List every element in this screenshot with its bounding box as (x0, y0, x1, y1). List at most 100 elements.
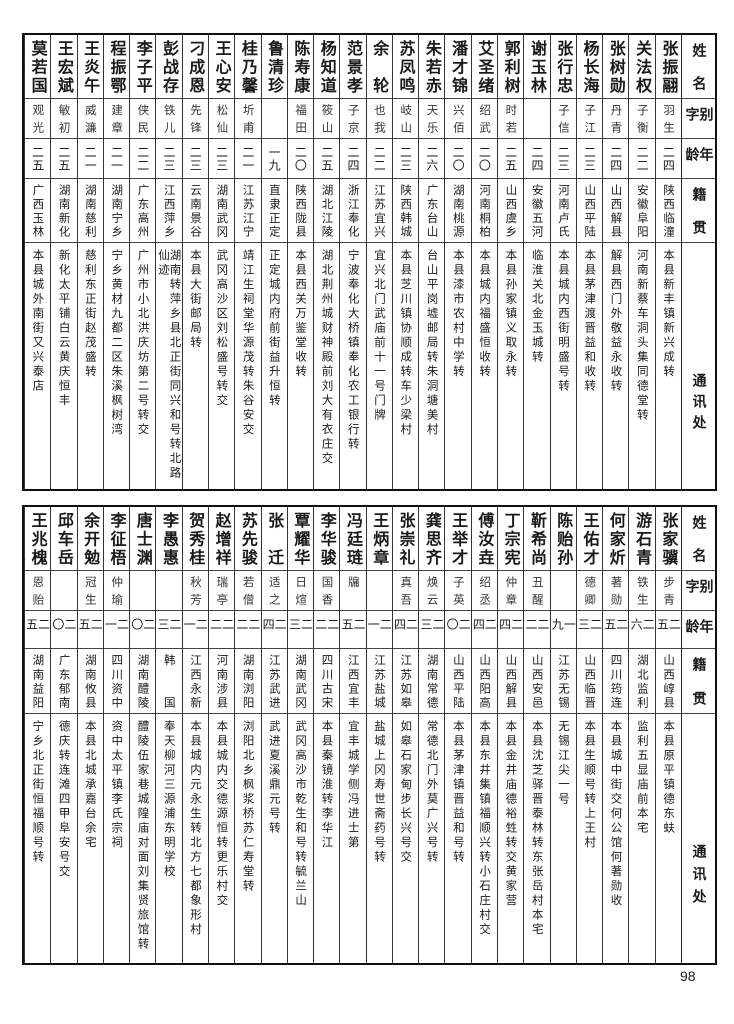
person-age: 二四 (392, 618, 419, 630)
person-age: 二三 (188, 146, 203, 171)
person-name: 苏凤鸣 (396, 40, 416, 93)
courtesy-cell: 日煊 (287, 571, 314, 611)
address-cell: 慈利东正街赵茂盛转 (78, 243, 103, 489)
origin-cell: 湖南攸县 (77, 649, 103, 714)
person-courtesy: 冠生 (83, 576, 98, 605)
header-cell: 籍贯 (682, 649, 715, 714)
person-courtesy: 牖 (346, 576, 361, 588)
person-courtesy: 国香 (320, 576, 335, 605)
name-cell: 王宏斌 (51, 35, 77, 99)
age-cell: 二四 (498, 611, 524, 649)
header-cell: 姓名 (682, 507, 715, 571)
age-cell: 二五 (498, 139, 524, 179)
person-name: 冯廷琏 (343, 512, 363, 565)
person-age: 二四 (471, 618, 498, 630)
person-origin: 湖南攸县 (83, 654, 98, 708)
person-record: 游石青 铁生 二六 湖北监利 监利五显庙前本宅 (628, 507, 655, 963)
person-name: 王心安 (212, 40, 232, 93)
person-address: 宁乡北正街恒福顺号转 (31, 720, 46, 865)
person-age: 二五 (319, 146, 334, 171)
person-age: 二五 (655, 618, 681, 630)
address-cell: 本县秦镜淮转李华江 (314, 714, 339, 963)
header-age: 年龄 (683, 147, 714, 161)
person-origin: 广东高州 (136, 184, 151, 237)
courtesy-cell: 著勋 (603, 571, 629, 611)
origin-cell: 浙江奉化 (340, 179, 366, 243)
origin-cell: 韩国 (156, 649, 182, 714)
person-address: 武进夏溪鼎元号转 (267, 720, 282, 836)
courtesy-cell: 敏初 (51, 99, 77, 139)
person-origin: 湖南武冈 (294, 654, 309, 708)
person-age: 二三 (576, 618, 603, 630)
name-cell: 冯廷琏 (340, 507, 366, 571)
person-age: 二三 (419, 618, 445, 630)
name-cell: 刁成恩 (182, 35, 208, 99)
person-origin: 山西虞乡 (504, 184, 519, 237)
origin-cell: 湖南慈利 (77, 179, 103, 243)
person-address: 湖南转萍乡县北正街同兴和号转北路仙迹 (157, 249, 182, 481)
origin-cell: 山西虞乡 (498, 179, 524, 243)
person-courtesy: 福田 (294, 104, 309, 133)
person-address: 临淮关北金玉城转 (530, 249, 545, 365)
person-courtesy: 铁儿 (162, 104, 177, 133)
person-courtesy: 兴佰 (451, 104, 466, 133)
person-address: 本县西关万鉴堂收转 (294, 249, 309, 380)
address-cell: 监利五显庙前本宅 (629, 714, 654, 963)
name-cell: 潘才锦 (445, 35, 471, 99)
person-record: 丁宗宪 仲章 二四 山西解县 本县金井庙德裕甡转交黄家营 (497, 507, 524, 963)
address-cell: 武进夏溪鼎元号转 (262, 714, 287, 963)
address-cell: 宁波奉化大桥镇奉化农工银行转 (340, 243, 365, 489)
age-cell: 二四 (392, 611, 419, 649)
courtesy-cell (156, 571, 182, 611)
address-cell: 正定城内府前街益升恒转 (262, 243, 287, 489)
origin-cell: 广东郁南 (51, 649, 77, 714)
person-address: 本县城外南街又兴泰店 (31, 249, 46, 394)
person-courtesy: 适之 (267, 576, 282, 605)
person-record: 潘才锦 兴佰 二〇 湖南桃源 本县漆市农村中学转 (444, 35, 471, 489)
courtesy-cell: 福田 (287, 99, 314, 139)
header-cell: 籍贯 (682, 179, 715, 243)
header-origin: 籍贯 (690, 187, 707, 234)
person-origin: 广西玉林 (31, 184, 46, 237)
age-cell: 二〇 (445, 139, 471, 179)
name-cell: 范景孝 (340, 35, 366, 99)
person-courtesy: 日煊 (294, 576, 309, 605)
origin-cell: 四川古宋 (314, 649, 340, 714)
name-cell: 关法权 (629, 35, 655, 99)
origin-cell: 山西平陆 (445, 649, 471, 714)
person-address: 本县原平镇德东蚨 (662, 720, 677, 836)
name-cell: 郭利树 (498, 35, 524, 99)
address-cell: 本县沈芝驿晋泰林转东张岳村本宅 (524, 714, 549, 963)
courtesy-cell: 时若 (498, 99, 524, 139)
name-cell: 杨知道 (314, 35, 340, 99)
origin-cell: 江苏如皋 (392, 649, 419, 714)
address-cell: 本县新丰镇新兴成转 (656, 243, 681, 489)
roster-table-top: 姓名 别字 年龄 籍贯 通讯处 张振翮 羽生 二四 陕西临潼 本县新丰镇新兴成转 关法权 子衡 二二 安徽… (22, 33, 717, 491)
age-cell: 二二 (366, 139, 392, 179)
header-cell: 别字 (682, 99, 715, 139)
person-origin: 江苏如皋 (399, 654, 414, 708)
person-origin: 湖南桃源 (451, 184, 466, 237)
person-age: 二三 (156, 618, 182, 630)
person-courtesy: 若僧 (241, 576, 256, 605)
address-cell: 河南新蔡车洞头集同德堂转 (629, 243, 654, 489)
age-cell: 二〇 (471, 139, 498, 179)
address-cell: 解县西门外敬益永收转 (603, 243, 628, 489)
person-record: 龚思齐 焕云 二三 湖南常德 常德北门外莫广兴号转 (418, 507, 445, 963)
name-cell: 王兆槐 (24, 507, 51, 571)
person-address: 本县沈芝驿晋泰林转东张岳村本宅 (530, 720, 545, 938)
age-cell: 二五 (655, 611, 681, 649)
name-cell: 张振翮 (655, 35, 681, 99)
person-name: 彭战存 (160, 40, 180, 93)
person-name: 王兆槐 (28, 512, 48, 565)
person-origin: 山西阳高 (478, 654, 493, 708)
person-origin: 广东台山 (425, 184, 440, 237)
person-record: 覃耀华 日煊 二三 湖南武冈 武冈高沙市乾生和号转毓兰山 (286, 507, 314, 963)
person-age: 二四 (608, 146, 623, 171)
person-name: 关法权 (633, 40, 653, 93)
name-cell: 余轮 (366, 35, 392, 99)
courtesy-cell: 绍武 (471, 99, 498, 139)
address-cell: 常德北门外莫广兴号转 (419, 714, 444, 963)
roster-table-bottom: 姓名 别字 年龄 籍贯 通讯处 张家骥 步青 二五 山西崞县 本县原平镇德东蚨 游石青 铁生 二六 湖北监… (22, 505, 717, 965)
address-cell: 本县孙家镇义取永转 (498, 243, 523, 489)
